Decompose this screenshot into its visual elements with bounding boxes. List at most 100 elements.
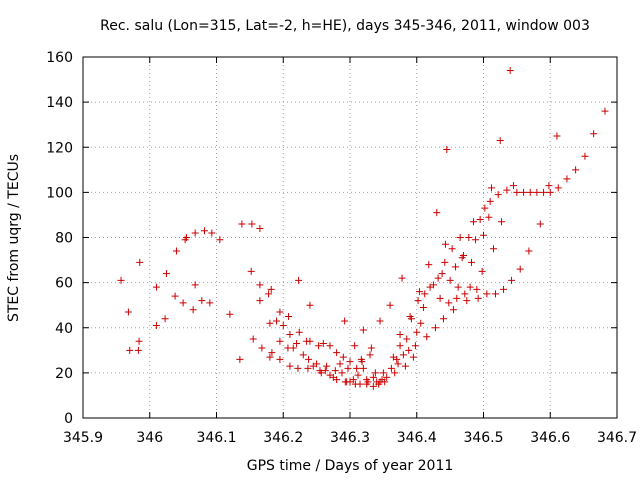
data-point (461, 290, 469, 298)
data-point (286, 331, 294, 339)
data-point (503, 186, 511, 194)
chart-title: Rec. salu (Lon=315, Lat=-2, h=HE), days … (100, 18, 590, 34)
data-point (152, 283, 160, 291)
data-point (247, 267, 255, 275)
data-point (359, 364, 367, 372)
data-point (381, 378, 389, 386)
data-point (554, 184, 562, 192)
data-point (536, 220, 544, 228)
data-point (510, 182, 518, 190)
data-point (425, 261, 433, 269)
data-point (492, 290, 500, 298)
x-tick-label: 345.9 (63, 430, 103, 446)
data-point (289, 344, 297, 352)
y-tick-label: 60 (55, 276, 73, 292)
data-point (172, 247, 180, 255)
data-point (216, 236, 224, 244)
data-point (545, 182, 553, 190)
data-point (346, 358, 354, 366)
data-point (414, 297, 422, 305)
y-tick-label: 20 (55, 366, 73, 382)
data-point (396, 331, 404, 339)
data-point (294, 364, 302, 372)
data-point (407, 315, 415, 323)
data-point (321, 367, 329, 375)
data-point (459, 252, 467, 260)
data-point (299, 351, 307, 359)
data-point (451, 263, 459, 271)
data-point (304, 364, 312, 372)
data-point (339, 353, 347, 361)
data-point (409, 353, 417, 361)
data-point (439, 315, 447, 323)
data-point (429, 281, 437, 289)
data-point (563, 175, 571, 183)
data-point (513, 188, 521, 196)
data-point (179, 299, 187, 307)
data-point (313, 360, 321, 368)
data-point (448, 245, 456, 253)
data-point (403, 335, 411, 343)
data-point (572, 166, 580, 174)
data-point (438, 270, 446, 278)
data-point (500, 285, 508, 293)
data-point (266, 319, 274, 327)
data-point (466, 283, 474, 291)
data-point (267, 285, 275, 293)
data-point (336, 360, 344, 368)
data-point (411, 342, 419, 350)
data-point (485, 213, 493, 221)
data-point (351, 342, 359, 350)
data-point (498, 218, 506, 226)
data-point (476, 215, 484, 223)
y-tick-label: 160 (46, 50, 73, 66)
data-point (474, 294, 482, 302)
data-point (317, 369, 325, 377)
data-point (171, 292, 179, 300)
data-point (279, 321, 287, 329)
data-point (305, 355, 313, 363)
data-point (473, 285, 481, 293)
data-point (249, 335, 257, 343)
x-tick-label: 346.1 (196, 430, 236, 446)
data-point (419, 303, 427, 311)
data-point (124, 308, 132, 316)
data-point (276, 308, 284, 316)
data-point (508, 276, 516, 284)
data-point (376, 317, 384, 325)
x-tick-label: 346.5 (463, 430, 503, 446)
data-point (496, 136, 504, 144)
data-point (481, 204, 489, 212)
x-tick-label: 346.6 (530, 430, 570, 446)
data-point (256, 224, 264, 232)
data-point (431, 324, 439, 332)
data-point (494, 191, 502, 199)
data-point (421, 290, 429, 298)
data-point (525, 247, 533, 255)
data-point (405, 346, 413, 354)
data-point (238, 220, 246, 228)
x-tick-label: 346.4 (397, 430, 437, 446)
data-point (191, 281, 199, 289)
data-point (490, 245, 498, 253)
data-point (338, 369, 346, 377)
data-point (117, 276, 125, 284)
data-point (331, 367, 339, 375)
x-tick-label: 346 (136, 430, 163, 446)
data-point (526, 188, 534, 196)
data-point (590, 130, 598, 138)
data-point (276, 337, 284, 345)
data-point (226, 310, 234, 318)
y-tick-label: 120 (46, 140, 73, 156)
data-point (398, 274, 406, 282)
data-point (423, 333, 431, 341)
data-point (401, 362, 409, 370)
y-tick-label: 100 (46, 185, 73, 201)
data-point (162, 270, 170, 278)
data-point (295, 328, 303, 336)
data-point (319, 340, 327, 348)
data-point (553, 132, 561, 140)
data-point (391, 369, 399, 377)
data-point (601, 107, 609, 115)
